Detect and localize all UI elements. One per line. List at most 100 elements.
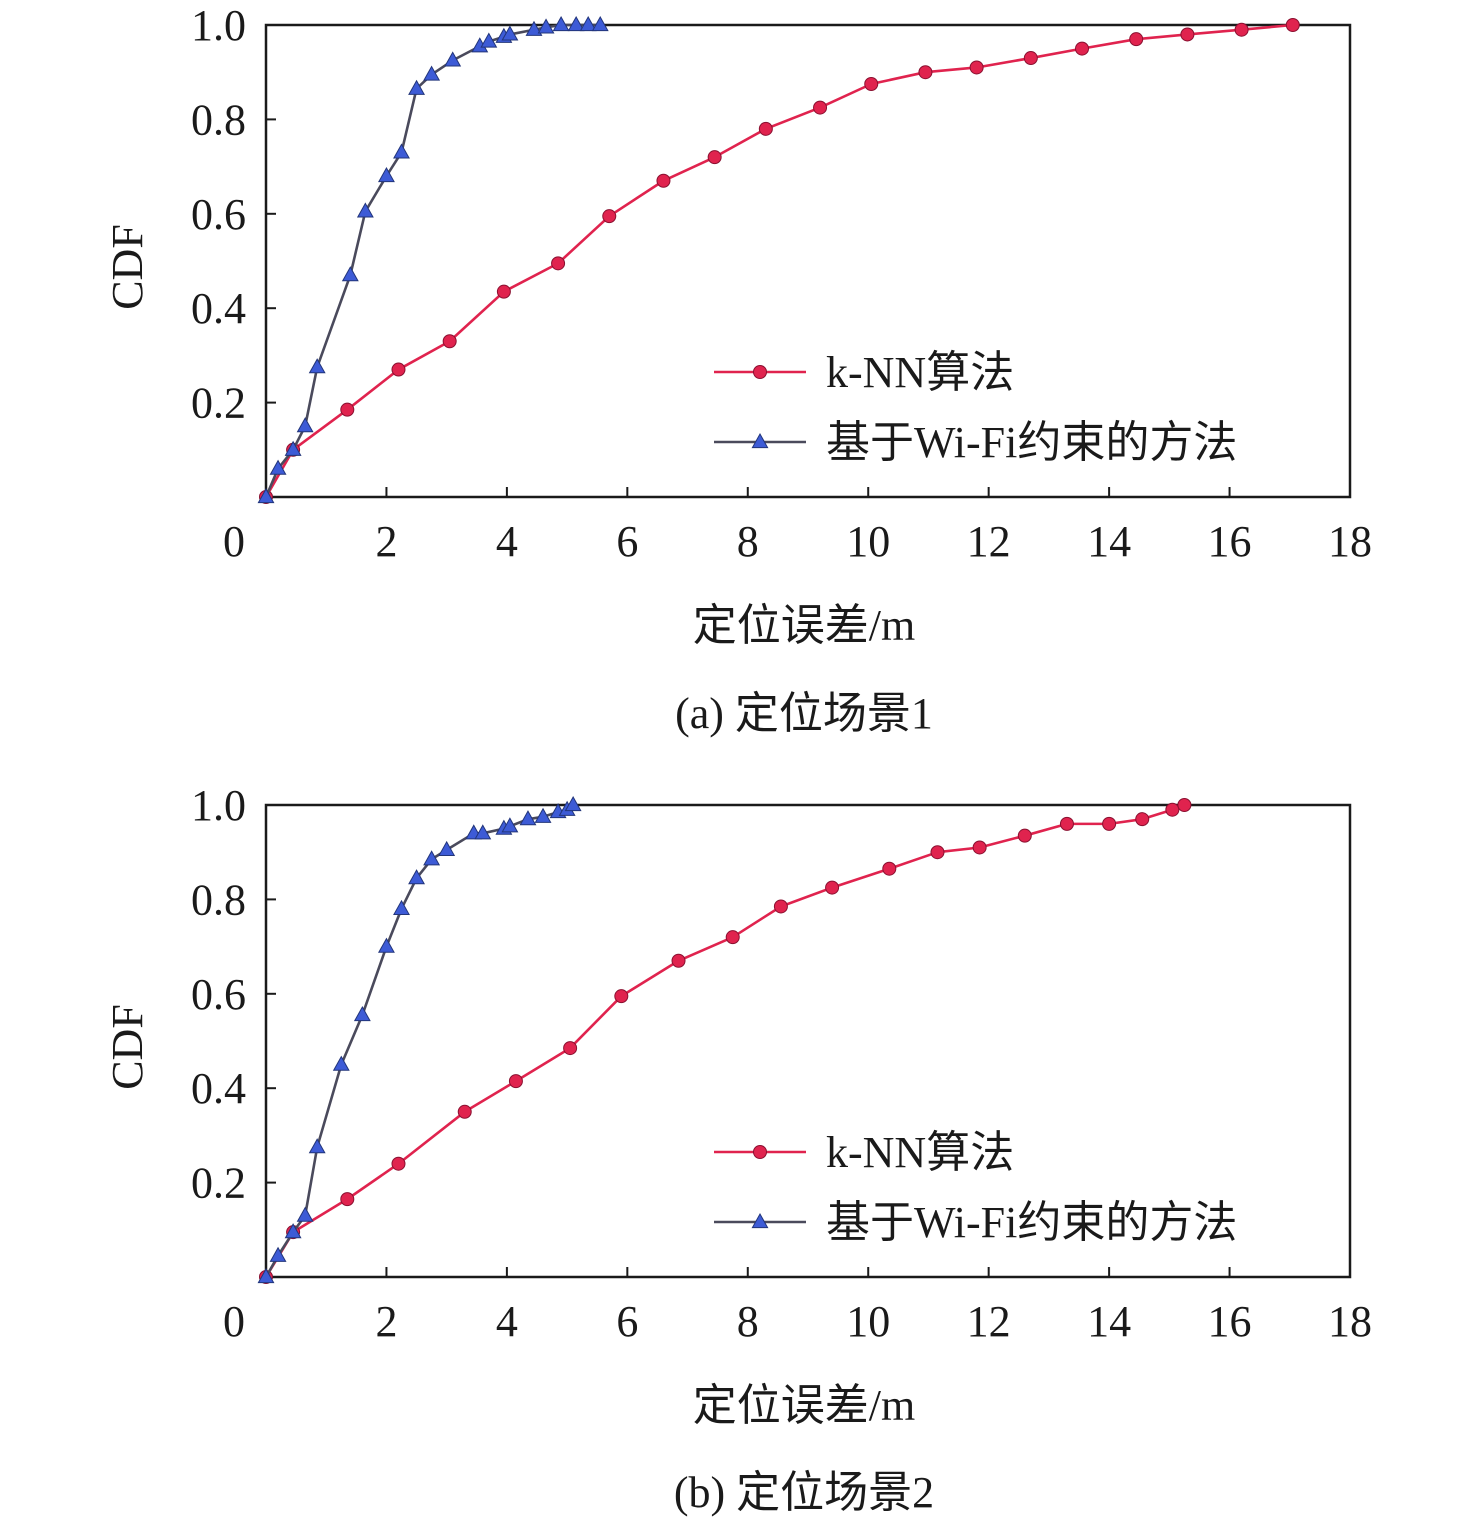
x-tick-label: 10 bbox=[846, 1297, 890, 1346]
y-tick-label: 0.4 bbox=[191, 284, 246, 333]
data-point bbox=[591, 15, 609, 32]
x-axis-label: 定位误差/m bbox=[693, 1381, 915, 1430]
data-point bbox=[332, 1055, 350, 1071]
legend-item: k-NN算法 bbox=[714, 348, 1014, 397]
data-point bbox=[525, 20, 543, 36]
data-point bbox=[269, 1246, 287, 1262]
x-tick-label: 16 bbox=[1208, 1297, 1252, 1346]
x-tick-label: 0 bbox=[223, 1297, 245, 1346]
data-point bbox=[1234, 22, 1249, 37]
data-point bbox=[773, 899, 788, 914]
y-tick-label: 0.2 bbox=[191, 379, 246, 428]
data-point bbox=[537, 18, 555, 34]
data-point bbox=[442, 334, 457, 349]
data-point bbox=[656, 173, 671, 188]
data-point bbox=[1165, 802, 1180, 817]
x-tick-label: 10 bbox=[846, 517, 890, 566]
data-point bbox=[534, 807, 552, 823]
data-point bbox=[813, 100, 828, 115]
data-point bbox=[269, 459, 287, 475]
x-tick-label: 16 bbox=[1208, 517, 1252, 566]
data-point bbox=[341, 266, 359, 282]
data-point bbox=[340, 1192, 355, 1207]
data-point bbox=[480, 32, 498, 48]
data-point bbox=[972, 840, 987, 855]
legend-marker bbox=[753, 1145, 767, 1159]
x-tick-label: 14 bbox=[1087, 517, 1131, 566]
data-point bbox=[1023, 51, 1038, 66]
data-point bbox=[340, 402, 355, 417]
x-tick-label: 4 bbox=[496, 1297, 518, 1346]
data-point bbox=[602, 209, 617, 224]
data-point bbox=[308, 1138, 326, 1154]
data-point bbox=[391, 1156, 406, 1171]
legend-item: k-NN算法 bbox=[714, 1128, 1014, 1177]
y-tick-label: 0.8 bbox=[191, 95, 246, 144]
y-tick-label: 1.0 bbox=[191, 781, 246, 830]
x-tick-label: 0 bbox=[223, 517, 245, 566]
data-point bbox=[444, 51, 462, 67]
legend-label: 基于Wi-Fi约束的方法 bbox=[826, 1198, 1237, 1247]
legend-label: 基于Wi-Fi约束的方法 bbox=[826, 418, 1237, 467]
plot-frame bbox=[264, 803, 1352, 1279]
data-point bbox=[391, 362, 406, 377]
data-point bbox=[296, 1206, 314, 1222]
data-point bbox=[457, 1104, 472, 1119]
data-point bbox=[969, 60, 984, 75]
data-point bbox=[501, 25, 519, 41]
data-point bbox=[393, 899, 410, 915]
data-point bbox=[725, 930, 740, 945]
data-point bbox=[567, 15, 585, 32]
x-tick-label: 14 bbox=[1087, 1297, 1131, 1346]
x-tick-label: 4 bbox=[496, 517, 518, 566]
data-point bbox=[579, 15, 597, 32]
legend-item: 基于Wi-Fi约束的方法 bbox=[714, 418, 1237, 467]
data-point bbox=[564, 795, 582, 812]
data-point bbox=[296, 417, 314, 433]
data-point bbox=[758, 121, 773, 136]
data-point bbox=[393, 143, 410, 159]
chart-caption: (b) 定位场景2 bbox=[674, 1468, 934, 1517]
legend-marker bbox=[751, 1212, 769, 1229]
data-point bbox=[614, 989, 629, 1004]
legend-marker bbox=[753, 365, 767, 379]
data-point bbox=[408, 869, 426, 885]
data-point bbox=[563, 1041, 578, 1056]
legend-label: k-NN算法 bbox=[826, 348, 1014, 397]
y-tick-label: 0.6 bbox=[191, 970, 246, 1019]
data-point bbox=[552, 15, 570, 32]
data-point bbox=[508, 1074, 523, 1089]
data-point bbox=[308, 358, 326, 374]
series-knn bbox=[259, 18, 1300, 504]
data-point bbox=[438, 840, 456, 856]
series-wifi-constraint bbox=[257, 15, 609, 504]
chart-b: 0 2 4 6 8 10 12 14 16 18 0.2 0.4 0.6 0.8 1.0 定位误差/m CDF (… bbox=[103, 781, 1372, 1517]
data-point bbox=[1129, 32, 1144, 47]
data-point bbox=[1177, 798, 1192, 812]
x-tick-label: 12 bbox=[967, 1297, 1011, 1346]
data-point bbox=[1075, 41, 1090, 56]
x-tick-label: 2 bbox=[375, 517, 397, 566]
data-point bbox=[825, 880, 840, 895]
data-point bbox=[377, 167, 395, 183]
data-point bbox=[1135, 812, 1150, 827]
x-tick-label: 18 bbox=[1328, 1297, 1372, 1346]
series-wifi-constraint bbox=[257, 795, 582, 1284]
data-point bbox=[1180, 27, 1195, 42]
legend-label: k-NN算法 bbox=[826, 1128, 1014, 1177]
data-point bbox=[496, 284, 511, 299]
y-tick-label: 1.0 bbox=[191, 1, 246, 50]
y-axis-label: CDF bbox=[103, 224, 152, 310]
data-point bbox=[356, 202, 374, 218]
data-point bbox=[284, 1223, 302, 1239]
data-point bbox=[551, 256, 566, 271]
x-tick-label: 12 bbox=[967, 517, 1011, 566]
data-point bbox=[501, 817, 519, 833]
series-line bbox=[264, 23, 601, 498]
data-point bbox=[284, 440, 302, 456]
data-point bbox=[671, 953, 686, 968]
data-point bbox=[423, 65, 441, 81]
